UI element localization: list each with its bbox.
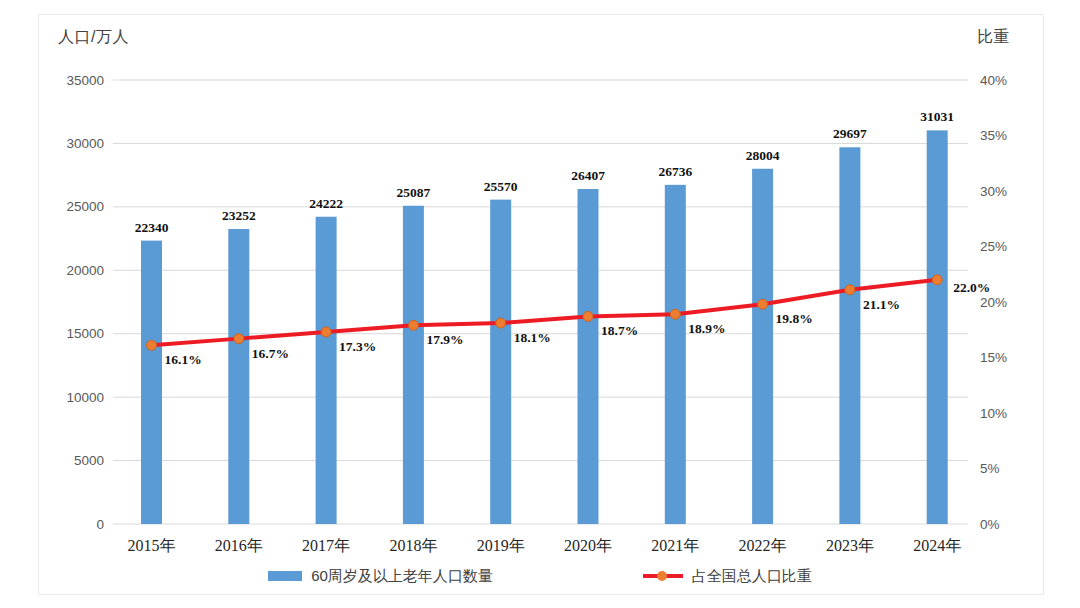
left-axis-tick-label: 0 [96, 517, 104, 532]
line-marker-dot [932, 275, 942, 285]
bar-value-label: 25570 [484, 179, 518, 194]
bar-value-label: 26407 [571, 168, 605, 183]
x-axis-category-label: 2024年 [913, 537, 961, 554]
bar-value-label: 22340 [135, 220, 169, 235]
x-axis-category-label: 2021年 [651, 537, 699, 554]
left-axis-tick-label: 5000 [74, 453, 104, 468]
line-value-label: 17.3% [339, 339, 376, 354]
right-axis-tick-label: 30% [980, 184, 1007, 199]
bar [228, 229, 249, 524]
right-axis-tick-label: 20% [980, 295, 1007, 310]
bar-series-swatch-icon [268, 571, 302, 581]
x-axis-category-label: 2019年 [477, 537, 525, 554]
left-axis-tick-label: 15000 [66, 326, 104, 341]
x-axis-category-label: 2016年 [215, 537, 263, 554]
right-axis-tick-label: 25% [980, 239, 1007, 254]
legend-label-line-series: 占全国总人口比重 [692, 567, 812, 586]
line-value-label: 19.8% [776, 311, 813, 326]
bar-value-label: 31031 [920, 109, 954, 124]
line-marker-dot [583, 311, 593, 321]
line-swatch-marker-dot [657, 571, 667, 581]
left-axis-tick-label: 35000 [66, 73, 104, 88]
bar-value-label: 25087 [397, 185, 431, 200]
bar-value-label: 23252 [222, 208, 256, 223]
line-value-label: 21.1% [863, 297, 900, 312]
bar-value-label: 29697 [833, 126, 867, 141]
line-marker-dot [670, 309, 680, 319]
bar [316, 217, 337, 524]
line-marker-dot [758, 299, 768, 309]
left-axis-tick-label: 10000 [66, 390, 104, 405]
line-value-label: 17.9% [426, 332, 463, 347]
bar-value-label: 26736 [658, 164, 692, 179]
x-axis-category-label: 2022年 [739, 537, 787, 554]
line-value-label: 16.7% [252, 346, 289, 361]
right-axis-tick-label: 0% [980, 517, 1000, 532]
left-axis-tick-label: 30000 [66, 136, 104, 151]
bar [752, 169, 773, 524]
bar [665, 185, 686, 524]
bar [578, 189, 599, 524]
legend-label-bar-series: 60周岁及以上老年人口数量 [311, 567, 493, 586]
right-axis-tick-label: 5% [980, 461, 1000, 476]
line-value-label: 18.9% [688, 321, 725, 336]
x-axis-category-label: 2018年 [389, 537, 437, 554]
x-axis-category-label: 2015年 [128, 537, 176, 554]
bar [490, 200, 511, 524]
line-value-label: 16.1% [165, 352, 202, 367]
line-marker-dot [496, 318, 506, 328]
legend-item-bar-series: 60周岁及以上老年人口数量 [268, 567, 493, 586]
bar [839, 147, 860, 524]
x-axis-category-label: 2023年 [826, 537, 874, 554]
left-axis-tick-label: 20000 [66, 263, 104, 278]
right-axis-tick-label: 15% [980, 350, 1007, 365]
bar-value-label: 24222 [309, 196, 343, 211]
chart-plot-area: 35000 30000 25000 20000 15000 10000 5000 0 40% 35… [0, 0, 1080, 608]
line-marker-dot [408, 320, 418, 330]
line-value-label: 22.0% [953, 280, 990, 295]
right-axis-tick-label: 10% [980, 406, 1007, 421]
bar [403, 206, 424, 524]
line-series-swatch-icon [643, 570, 683, 582]
x-axis-category-label: 2017年 [302, 537, 350, 554]
bar [927, 130, 948, 524]
left-axis-tick-label: 25000 [66, 199, 104, 214]
line-value-label: 18.1% [514, 330, 551, 345]
right-axis-tick-label: 40% [980, 73, 1007, 88]
line-marker-dot [321, 327, 331, 337]
bar-value-label: 28004 [746, 148, 780, 163]
line-marker-dot [147, 340, 157, 350]
line-marker-dot [234, 334, 244, 344]
right-axis-tick-label: 35% [980, 128, 1007, 143]
chart-legend: 60周岁及以上老年人口数量 占全国总人口比重 [0, 563, 1080, 589]
bar [141, 241, 162, 524]
line-value-label: 18.7% [601, 323, 638, 338]
line-marker-dot [845, 285, 855, 295]
legend-item-line-series: 占全国总人口比重 [643, 567, 812, 586]
x-axis-category-label: 2020年 [564, 537, 612, 554]
